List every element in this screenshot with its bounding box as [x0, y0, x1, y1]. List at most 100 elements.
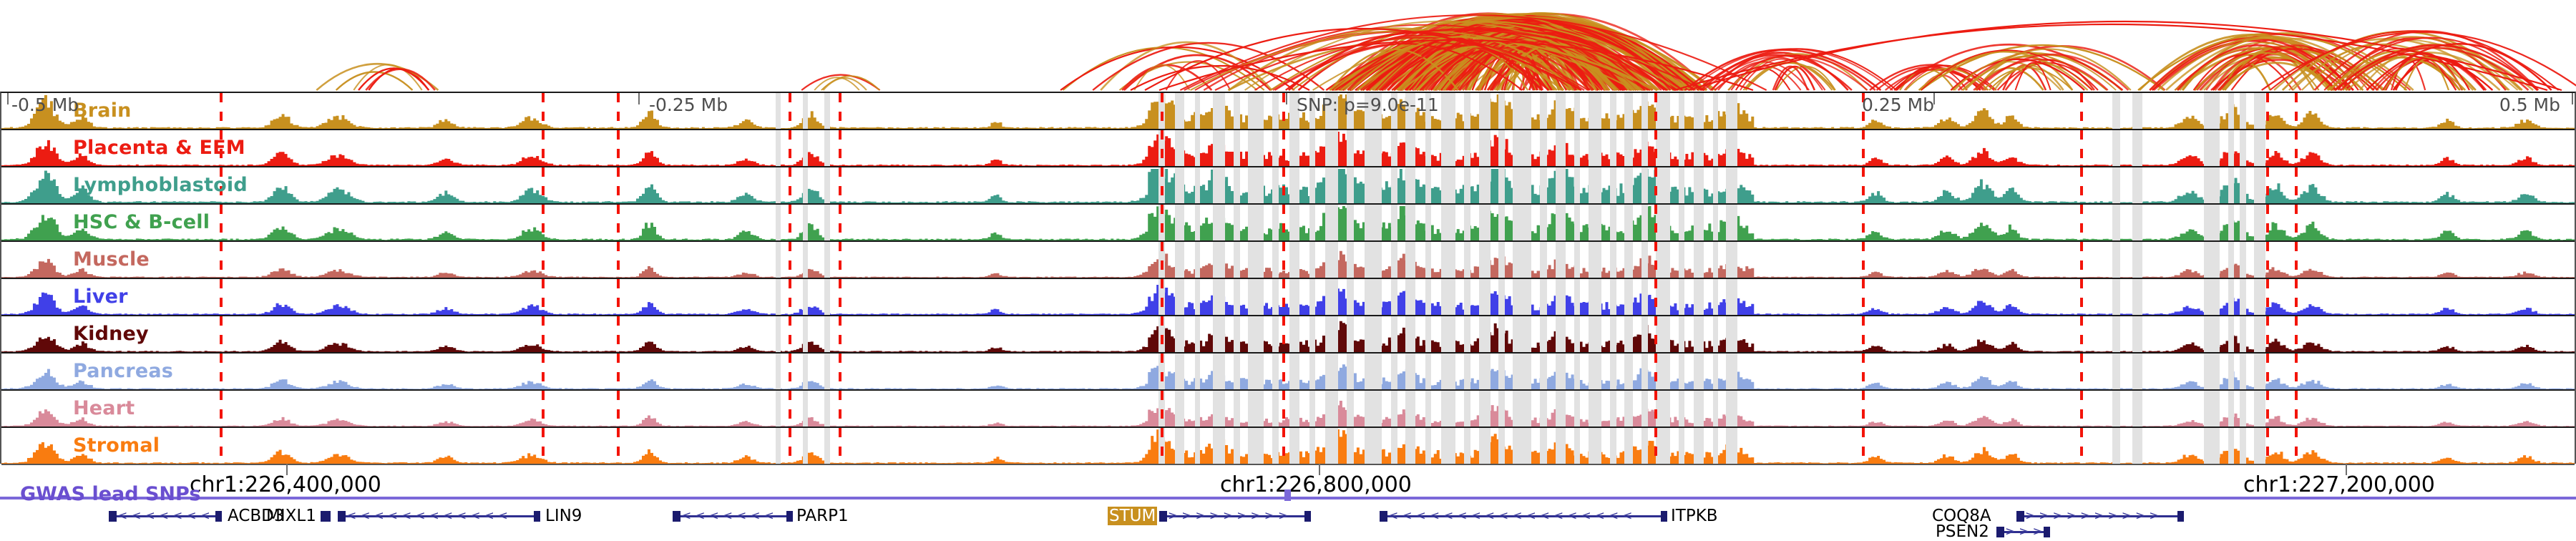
axis-tick — [638, 93, 640, 104]
gene-label-stum[interactable]: STUM — [1108, 507, 1158, 525]
gene-body — [2016, 515, 2184, 517]
gene-strand-arrows: <<<<<<< — [117, 510, 213, 522]
axis-label: 0.5 Mb — [2499, 94, 2560, 115]
gene-exon — [2016, 511, 2024, 522]
track-heart[interactable]: Heart — [1, 391, 2575, 428]
gene-acbd3[interactable]: <<<<<<< — [109, 508, 222, 524]
track-label-brain: Brain — [73, 99, 132, 122]
gene-strand-arrows: <<<<<<<<<<<< — [346, 510, 512, 522]
gene-itpkb[interactable]: <<<<<<<<<<<<<<<<<< — [1380, 508, 1667, 524]
gene-exon — [1661, 511, 1667, 522]
gene-body — [1380, 515, 1667, 517]
signal-area — [1, 321, 2575, 352]
signal-area — [1, 94, 2575, 129]
signal-area — [1, 364, 2575, 389]
gene-exon — [1996, 527, 2004, 537]
gene-exon — [1304, 511, 1311, 522]
track-label-pancreas: Pancreas — [73, 359, 174, 382]
gene-body — [338, 515, 540, 517]
signal-area — [1, 169, 2575, 203]
gene-exon — [338, 511, 346, 522]
axis-label: SNP: p=9.0e-11 — [1297, 94, 1439, 115]
coordinate-tick — [286, 464, 288, 475]
bottom-annotation-panel: chr1:226,400,000 chr1:226,800,000 chr1:227… — [0, 464, 2576, 541]
track-brain[interactable]: -0.5 Mb -0.25 Mb SNP: p=9.0e-11 0.25 Mb 0.5 … — [1, 93, 2575, 130]
gene-exon — [215, 511, 222, 522]
gene-label-coq8a[interactable]: COQ8A — [1932, 507, 1991, 525]
gwas-snp-marker[interactable] — [1284, 489, 1291, 501]
gene-label-acbd3[interactable]: ACBD3 — [228, 507, 285, 525]
signal-area — [1, 206, 2575, 240]
gene-exon — [1380, 511, 1387, 522]
gene-exon — [673, 511, 680, 522]
axis-label: 0.25 Mb — [1862, 94, 1935, 115]
track-hsc-b-cell[interactable]: HSC & B-cell — [1, 205, 2575, 242]
gene-label-lin9[interactable]: LIN9 — [545, 507, 582, 525]
arc-svg — [316, 12, 2576, 92]
signal-area — [1, 132, 2575, 166]
coordinate-label: chr1:226,400,000 — [190, 472, 381, 497]
gene-exon — [109, 511, 117, 522]
gene-psen2[interactable]: >>> — [1996, 524, 2050, 540]
gene-parp1[interactable]: <<<<<<< — [673, 508, 793, 524]
gene-label-mixl1[interactable]: MIXL1 — [266, 507, 316, 525]
track-label-lymphoblastoid: Lymphoblastoid — [73, 173, 248, 196]
track-kidney[interactable]: Kidney — [1, 316, 2575, 354]
track-label-placenta-eem: Placenta & EEM — [73, 136, 245, 159]
axis-tick — [1286, 93, 1287, 104]
coordinate-label: chr1:227,200,000 — [2243, 472, 2435, 497]
gene-coq8a[interactable]: >>>>>>>>>> — [2016, 508, 2184, 524]
gene-row-secondary: >>> PSEN2 — [0, 522, 2576, 541]
track-label-liver: Liver — [73, 285, 128, 308]
chromatin-arc-panel — [0, 0, 2576, 92]
track-label-hsc-b-cell: HSC & B-cell — [73, 210, 210, 233]
gene-body — [673, 515, 793, 517]
gene-exon — [324, 511, 331, 522]
signal-tracks: -0.5 Mb -0.25 Mb SNP: p=9.0e-11 0.25 Mb 0.5 … — [0, 92, 2576, 465]
gene-lin9[interactable]: <<<<<<<<<<<< — [338, 508, 540, 524]
gene-body — [1996, 531, 2050, 533]
track-label-stromal: Stromal — [73, 434, 160, 457]
gene-exon — [534, 511, 540, 522]
gene-strand-arrows: <<<<<<<<<<<<<<<<<< — [1388, 510, 1636, 522]
gene-row-primary: <<<<<<< ACBD3 MIXL1 <<<<<<<<<<<< LIN9 <<<<<<<… — [0, 507, 2576, 525]
axis-tick — [1933, 93, 1935, 104]
track-label-muscle: Muscle — [73, 248, 150, 270]
gene-strand-arrows: <<<<<<< — [681, 510, 778, 522]
track-lymphoblastoid[interactable]: Lymphoblastoid — [1, 167, 2575, 205]
gene-label-psen2[interactable]: PSEN2 — [1936, 522, 1989, 541]
gene-strand-arrows: >>>>>>>>>> — [2025, 510, 2163, 522]
coordinate-label: chr1:226,800,000 — [1220, 472, 1412, 497]
track-muscle[interactable]: Muscle — [1, 242, 2575, 279]
gene-stum[interactable]: >>>>>>>>> — [1159, 508, 1311, 524]
gene-label-itpkb[interactable]: ITPKB — [1671, 507, 1718, 525]
gene-strand-arrows: >>> — [2005, 525, 2041, 538]
track-placenta-eem[interactable]: Placenta & EEM — [1, 130, 2575, 167]
axis-tick — [2572, 93, 2573, 104]
track-pancreas[interactable]: Pancreas — [1, 354, 2575, 391]
gene-label-parp1[interactable]: PARP1 — [796, 507, 849, 525]
coordinate-tick — [2346, 464, 2347, 475]
signal-area — [1, 401, 2575, 427]
gene-strand-arrows: >>>>>>>>> — [1168, 510, 1292, 522]
gene-body — [109, 515, 222, 517]
gene-exon — [1159, 511, 1167, 522]
signal-area — [1, 285, 2575, 315]
signal-area — [1, 429, 2575, 464]
gene-body — [1159, 515, 1311, 517]
axis-tick — [7, 93, 9, 104]
track-liver[interactable]: Liver — [1, 279, 2575, 316]
gene-exon — [2177, 511, 2184, 522]
gwas-track-label: GWAS lead SNPs — [20, 483, 201, 505]
track-label-heart: Heart — [73, 396, 135, 419]
gene-mixl1[interactable] — [321, 508, 331, 524]
coordinate-tick — [1319, 464, 1320, 475]
signal-area — [1, 250, 2575, 278]
gene-exon — [786, 511, 793, 522]
axis-label: -0.25 Mb — [649, 94, 728, 115]
track-stromal[interactable]: Stromal — [1, 428, 2575, 465]
track-label-kidney: Kidney — [73, 322, 149, 345]
gene-exon — [2044, 527, 2050, 537]
axis-label: -0.5 Mb — [11, 94, 79, 115]
